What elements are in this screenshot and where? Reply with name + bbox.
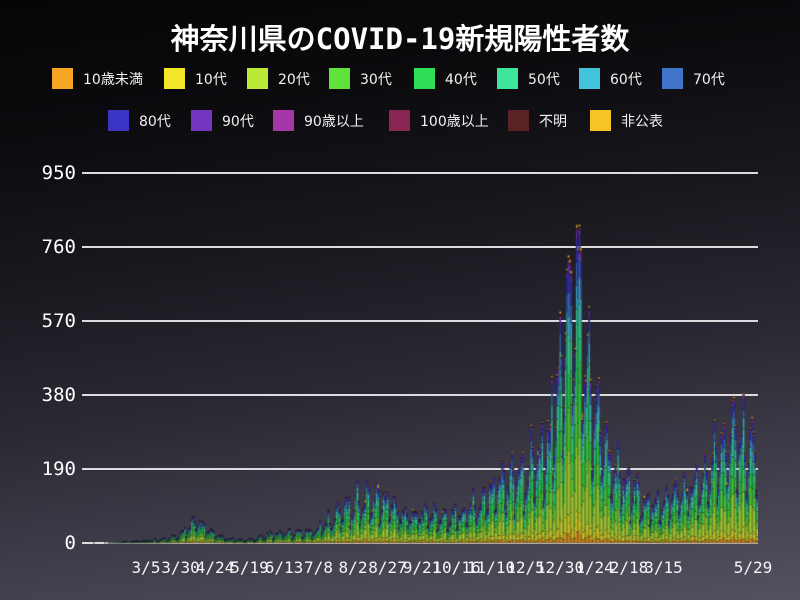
legend-swatch-icon [590,110,611,131]
x-axis-label-4-24: 4/24 [195,558,235,577]
legend-swatch-icon [414,68,435,89]
legend-label: 10歳未満 [83,71,143,88]
legend-label: 70代 [693,71,725,88]
legend-swatch-icon [52,68,73,89]
legend-label: 不明 [539,113,567,130]
legend-label: 10代 [195,71,227,88]
y-axis-label-570: 570 [41,310,76,332]
legend-swatch-icon [579,68,600,89]
x-axis-label-10-16: 10/16 [432,558,481,577]
x-axis-label-8-2: 8/2 [338,558,368,577]
chart-title: 神奈川県のCOVID-19新規陽性者数 [170,22,630,56]
y-axis-label-380: 380 [41,384,76,406]
legend-swatch-icon [273,110,294,131]
y-axis-label-950: 950 [41,162,76,184]
legend-swatch-icon [389,110,410,131]
stacked-area-plot [82,149,758,544]
legend-label: 100歳以上 [420,113,489,130]
legend-label: 40代 [445,71,477,88]
legend-label: 80代 [139,113,171,130]
y-axis-label-0: 0 [64,532,76,554]
x-axis-label-1-24: 1/24 [575,558,614,577]
legend-swatch-icon [108,110,129,131]
legend-swatch-icon [329,68,350,89]
x-axis-label-8-27: 8/27 [368,558,407,577]
legend-label: 90歳以上 [304,113,364,130]
x-axis-label-5-19: 5/19 [230,558,269,577]
legend-label: 50代 [528,71,560,88]
x-axis-label-7-8: 7/8 [304,558,333,577]
x-axis-label-3-5: 3/5 [131,558,161,577]
legend-label: 非公表 [621,113,663,130]
x-axis-label-9-21: 9/21 [402,558,442,577]
x-axis-label-12-30: 12/30 [535,558,585,577]
legend-swatch-icon [191,110,212,131]
legend-swatch-icon [497,68,518,89]
legend-label: 20代 [278,71,310,88]
x-axis-label-2-18: 2/18 [609,558,649,577]
y-axis-label-760: 760 [41,236,76,258]
x-axis-label-3-30: 3/30 [161,558,200,577]
x-axis-label-6-13: 6/13 [264,558,304,577]
legend-swatch-icon [662,68,683,89]
legend-swatch-icon [247,68,268,89]
legend-swatch-icon [164,68,185,89]
x-axis-label-3-15: 3/15 [644,558,683,577]
legend-label: 60代 [610,71,642,88]
y-axis-label-190: 190 [41,458,76,480]
x-axis-label-5-29: 5/29 [733,558,773,577]
legend-label: 30代 [360,71,392,88]
legend-label: 90代 [222,113,254,130]
x-axis-label-12-5: 12/5 [506,558,545,577]
legend-swatch-icon [508,110,529,131]
x-axis-label-11-10: 11/10 [466,558,516,577]
